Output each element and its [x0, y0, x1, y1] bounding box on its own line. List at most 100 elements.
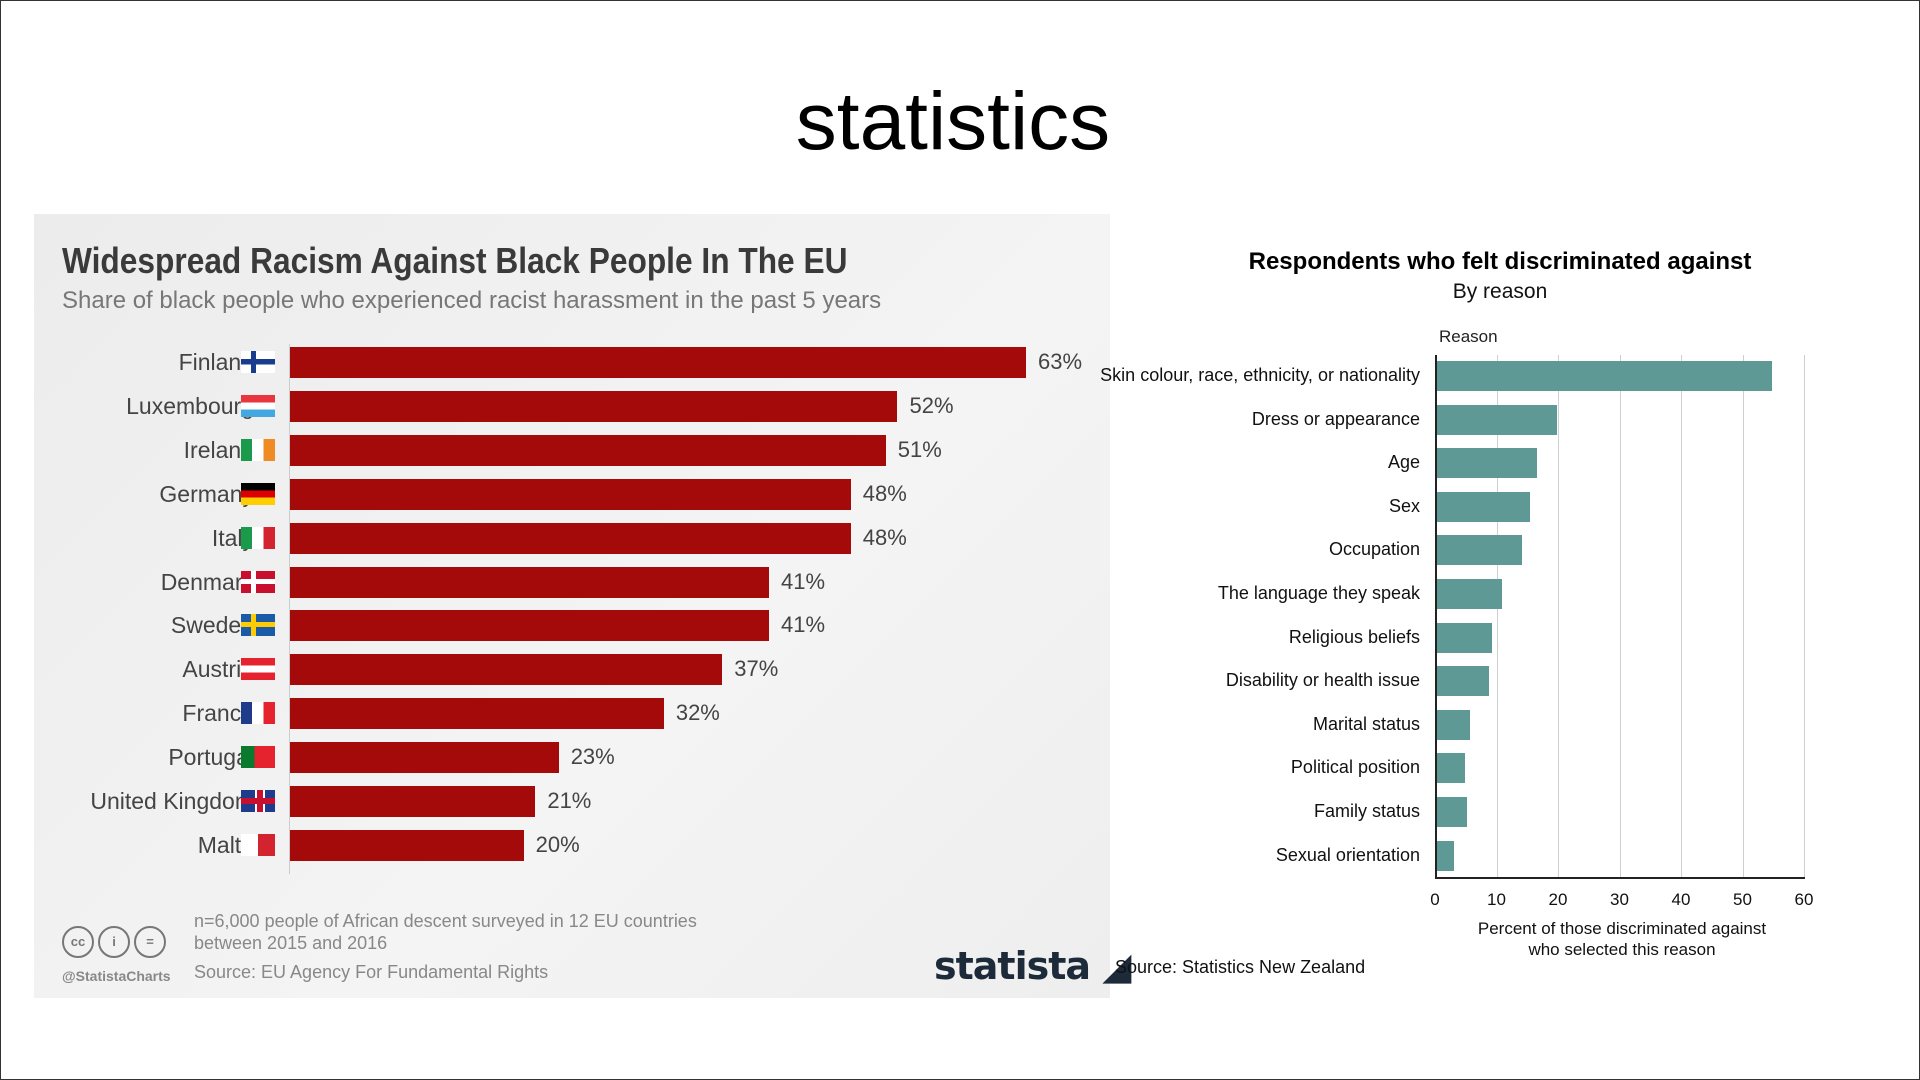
country-label: Austria — [182, 656, 254, 683]
malta-flag-icon — [241, 833, 275, 856]
bar — [1437, 404, 1557, 435]
attribution-icon: i — [98, 926, 130, 958]
luxembourg-flag-icon — [241, 394, 275, 417]
category-label: Political position — [1290, 757, 1420, 778]
y-axis-line — [1435, 355, 1437, 878]
x-tick-label: 40 — [1671, 890, 1691, 909]
data-label: 41% — [780, 568, 826, 594]
note-line-1: n=6,000 people of African descent survey… — [194, 911, 697, 931]
germany-flag-icon — [241, 482, 275, 505]
slide-title: statistics — [795, 76, 1111, 167]
gridline — [1742, 355, 1744, 877]
category-label: Marital status — [1312, 713, 1420, 734]
data-label: 48% — [862, 480, 907, 506]
no-derivatives-icon: = — [134, 926, 166, 958]
bar — [1437, 579, 1503, 609]
y-axis-label: Reason — [1439, 327, 1498, 346]
data-label: 20% — [535, 831, 580, 857]
gridline — [1619, 355, 1621, 877]
bar — [290, 829, 524, 861]
bar — [290, 610, 769, 642]
flag-cross — [241, 578, 275, 584]
bar — [1437, 622, 1492, 653]
category-label: The language they speak — [1217, 583, 1420, 603]
category-label: Sex — [1388, 495, 1420, 516]
bar — [1437, 361, 1773, 391]
category-label: Religious beliefs — [1288, 626, 1420, 647]
x-axis-line — [1435, 877, 1805, 879]
category-label: Disability or health issue — [1225, 670, 1420, 691]
france-flag-icon — [241, 702, 275, 725]
sweden-flag-icon — [241, 614, 275, 637]
bar — [1437, 840, 1455, 871]
bar — [290, 742, 559, 774]
country-label: Finland — [178, 349, 254, 375]
ireland-flag-icon — [241, 438, 275, 461]
data-label: 21% — [547, 788, 592, 813]
statista-handle: @StatistaCharts — [62, 968, 171, 984]
country-label: Ireland — [183, 436, 254, 463]
bar — [290, 698, 664, 730]
bar — [1437, 491, 1531, 522]
denmark-flag-icon — [241, 570, 275, 593]
x-tick-label: 0 — [1430, 890, 1440, 909]
flag-cross — [241, 798, 275, 804]
x-axis-label-line1: Percent of those discriminated against — [1477, 919, 1767, 938]
x-tick-label: 50 — [1733, 890, 1752, 909]
country-label: Sweden — [170, 612, 254, 639]
bar — [290, 786, 536, 817]
data-label: 63% — [1038, 349, 1083, 374]
x-axis-label: Percent of those discriminated against w… — [1440, 918, 1804, 960]
note-line-2: between 2015 and 2016 — [194, 933, 388, 953]
chart-subtitle: Share of black people who experienced ra… — [62, 287, 882, 314]
category-label: Occupation — [1328, 539, 1420, 560]
country-label: United Kingdom — [90, 788, 254, 814]
country-label: Germany — [159, 480, 254, 507]
bar — [1437, 709, 1471, 740]
cc-license-icon: cc — [62, 926, 94, 958]
data-label: 23% — [570, 744, 615, 770]
category-label: Skin colour, race, ethnicity, or nationa… — [1100, 365, 1420, 385]
bar — [1437, 797, 1468, 827]
portugal-flag-icon — [241, 746, 275, 769]
italy-flag-icon — [241, 526, 275, 549]
bar — [290, 434, 886, 466]
category-label: Age — [1387, 452, 1420, 473]
data-label: 41% — [780, 612, 826, 638]
bar — [1437, 753, 1466, 784]
bar — [290, 478, 851, 510]
data-label: 37% — [734, 656, 779, 682]
category-label: Family status — [1313, 801, 1420, 821]
country-label: Malta — [197, 831, 254, 858]
flag-cross — [241, 622, 275, 628]
bar — [290, 347, 1026, 378]
x-tick-label: 30 — [1610, 890, 1629, 909]
x-tick-label: 20 — [1548, 890, 1568, 909]
country-label: Denmark — [160, 568, 254, 595]
category-label: Dress or appearance — [1251, 408, 1420, 429]
statista-chart-panel: Widespread Racism Against Black People I… — [34, 214, 1131, 998]
bar — [290, 522, 851, 554]
gridline — [1496, 355, 1498, 877]
statista-logo: statista ◢ — [934, 944, 1131, 988]
country-label: Portugal — [168, 744, 254, 771]
country-label: Italy — [211, 524, 254, 551]
bar — [290, 566, 769, 598]
chart-title: Widespread Racism Against Black People I… — [62, 240, 848, 281]
gridline — [1558, 355, 1559, 877]
category-label: Sexual orientation — [1275, 844, 1420, 865]
chart-source: Source: EU Agency For Fundamental Rights — [194, 962, 549, 982]
bar — [290, 390, 898, 422]
country-label: Luxembourg — [126, 392, 254, 419]
austria-flag-icon — [241, 658, 275, 681]
bar — [1437, 666, 1490, 697]
chart-source: Source: Statistics New Zealand — [1115, 957, 1366, 977]
data-label: 52% — [909, 392, 954, 418]
gridline — [1804, 355, 1805, 877]
bar — [1437, 535, 1523, 566]
gridline — [1681, 355, 1682, 877]
data-label: 32% — [675, 700, 720, 726]
chart-subtitle: By reason — [1452, 280, 1548, 303]
x-tick-label: 60 — [1794, 890, 1814, 909]
data-label: 51% — [897, 436, 942, 462]
